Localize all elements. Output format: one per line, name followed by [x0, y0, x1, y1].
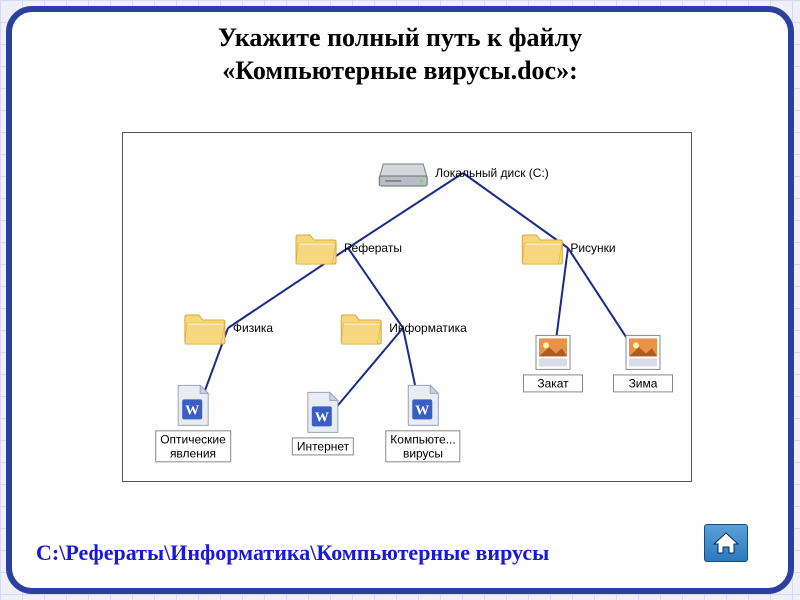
tree-node-root: Локальный диск (C:) — [377, 158, 549, 188]
svg-text:W: W — [185, 403, 199, 418]
svg-text:W: W — [415, 403, 429, 418]
node-label: Интернет — [292, 437, 354, 455]
node-label: Рефераты — [344, 242, 402, 255]
tree-node-optics: W Оптические явления — [155, 383, 231, 462]
tree-node-inet: W Интернет — [292, 390, 354, 455]
node-label: Закат — [523, 374, 583, 392]
tree-node-refs: Рефераты — [294, 230, 402, 266]
tree-node-pics: Рисунки — [520, 230, 615, 266]
node-label: Компьюте... вирусы — [385, 430, 460, 462]
tree-node-virus: W Компьюте... вирусы — [385, 383, 460, 462]
tree-node-winter: Зима — [613, 333, 673, 392]
title-line-2: «Компьютерные вирусы.doc»: — [222, 56, 577, 85]
node-label: Информатика — [389, 322, 467, 335]
home-button[interactable] — [704, 524, 748, 562]
answer-path: С:\Рефераты\Информатика\Компьютерные вир… — [36, 540, 549, 566]
node-label: Локальный диск (C:) — [435, 167, 549, 180]
tree-node-phys: Физика — [183, 310, 273, 346]
node-label: Рисунки — [570, 242, 615, 255]
home-icon — [712, 531, 740, 555]
node-label: Оптические явления — [155, 430, 231, 462]
tree-node-info: Информатика — [339, 310, 467, 346]
title-line-1: Укажите полный путь к файлу — [218, 23, 582, 52]
slide-title: Укажите полный путь к файлу «Компьютерны… — [12, 12, 788, 91]
slide-frame: Укажите полный путь к файлу «Компьютерны… — [6, 6, 794, 594]
node-label: Зима — [613, 374, 673, 392]
tree-node-sunset: Закат — [523, 333, 583, 392]
file-tree-diagram: Локальный диск (C:) Рефераты Рисунки Физ… — [122, 132, 692, 482]
node-label: Физика — [233, 322, 273, 335]
svg-text:W: W — [315, 410, 329, 425]
